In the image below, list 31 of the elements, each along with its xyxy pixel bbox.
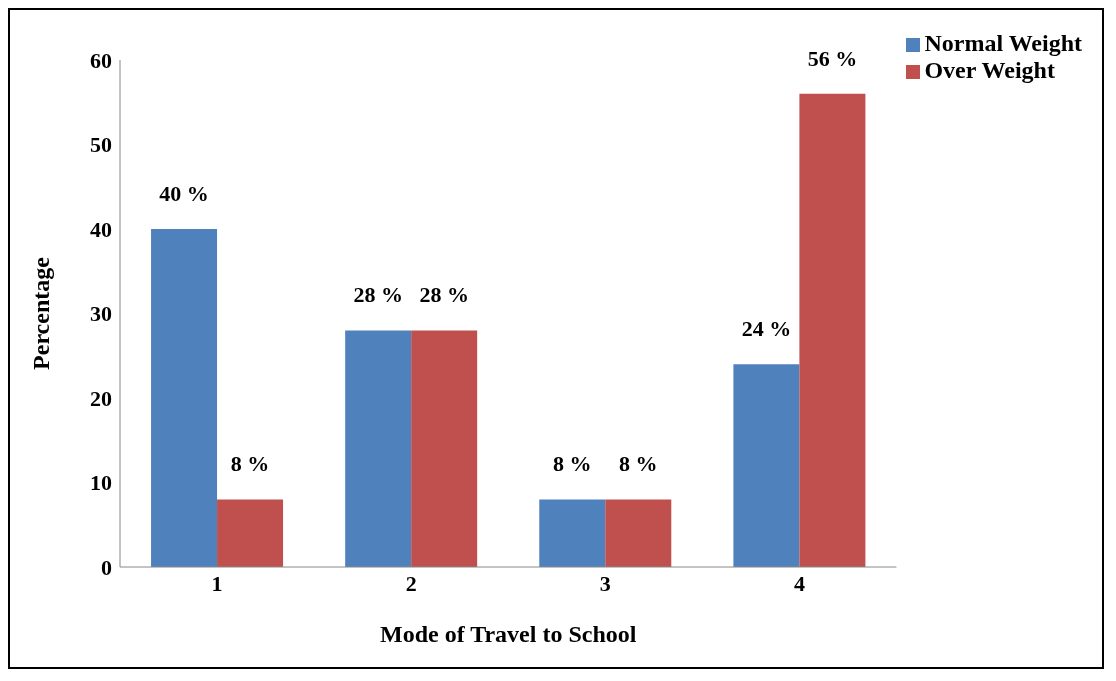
- data-label: 24 %: [741, 316, 792, 342]
- data-label: 28 %: [353, 282, 403, 308]
- bar: [151, 229, 218, 567]
- y-tick-label: 0: [101, 554, 112, 580]
- bar: [411, 330, 478, 567]
- x-tick-label: 3: [599, 570, 611, 596]
- x-tick-label: 2: [405, 570, 417, 596]
- bar: [799, 93, 866, 567]
- y-axis-title: Percentage: [27, 256, 54, 370]
- legend-label: Over Weight: [924, 57, 1055, 83]
- data-label: 8 %: [230, 451, 270, 477]
- bar: [345, 330, 412, 567]
- bar: [217, 499, 284, 567]
- y-tick-label: 10: [90, 470, 112, 496]
- x-axis-title: Mode of Travel to School: [380, 621, 637, 647]
- data-label: 8 %: [619, 451, 658, 477]
- y-tick-label: 40: [90, 216, 112, 242]
- bar: [539, 499, 606, 567]
- y-tick-label: 50: [90, 132, 112, 158]
- data-label: 56 %: [807, 45, 858, 71]
- data-label: 40 %: [159, 181, 209, 206]
- bar: [733, 364, 800, 567]
- bar: [605, 499, 672, 567]
- data-label: 28 %: [419, 282, 469, 308]
- x-tick-label: 1: [211, 570, 223, 596]
- x-tick-label: 4: [793, 570, 805, 596]
- data-label: 8 %: [553, 451, 592, 477]
- y-tick-label: 20: [90, 385, 112, 411]
- y-tick-label: 30: [90, 301, 112, 327]
- y-tick-label: 60: [90, 47, 112, 73]
- legend-label: Normal Weight: [924, 30, 1082, 56]
